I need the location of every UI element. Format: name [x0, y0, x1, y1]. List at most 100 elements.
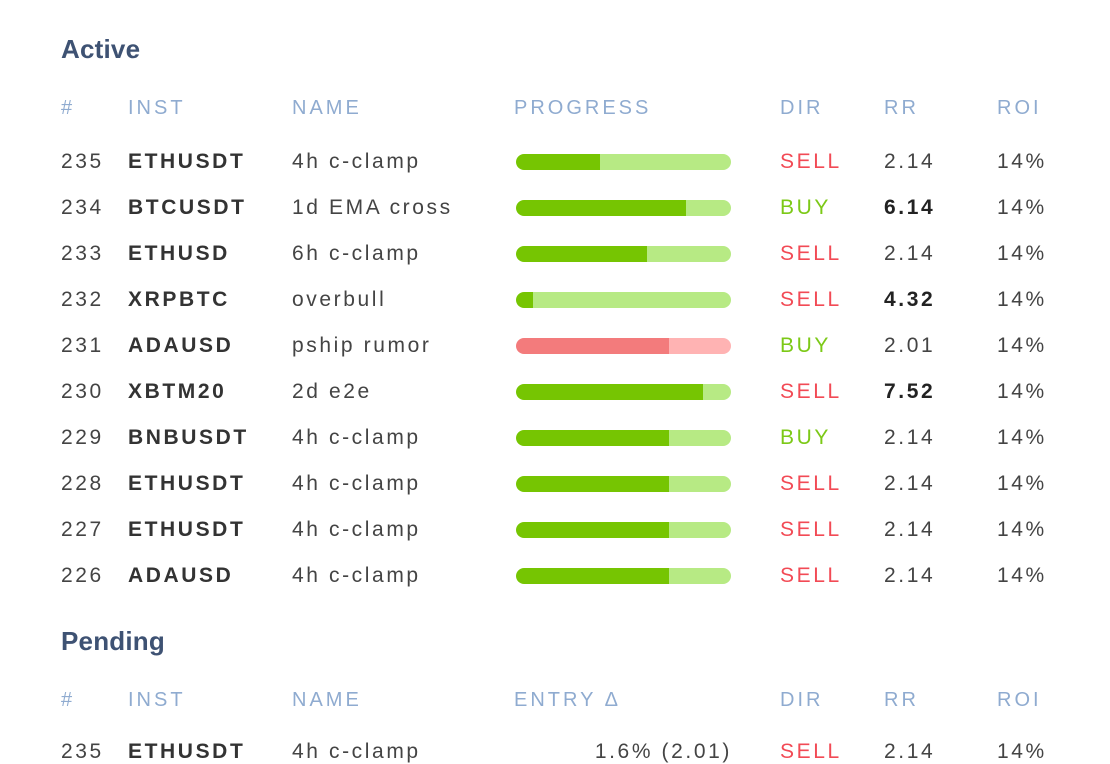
header-dir: DIR	[780, 689, 824, 711]
strategy-name: 4h c-clamp	[292, 740, 421, 763]
progress-bar	[516, 384, 731, 400]
risk-reward: 6.14	[884, 196, 936, 219]
risk-reward: 2.14	[884, 740, 936, 763]
strategy-name: 4h c-clamp	[292, 150, 421, 173]
instrument: BTCUSDT	[128, 196, 247, 219]
strategy-name: 4h c-clamp	[292, 564, 421, 587]
strategy-name: 4h c-clamp	[292, 518, 421, 541]
direction-buy: BUY	[780, 196, 831, 219]
progress-fill	[516, 200, 686, 216]
risk-reward: 2.01	[884, 334, 936, 357]
roi-value: 14%	[997, 740, 1047, 763]
header-num: #	[61, 689, 76, 711]
header-progress: PROGRESS	[514, 97, 652, 119]
table-row[interactable]: 235 ETHUSDT 4h c-clamp 1.6% (2.01) SELL 2.14 1…	[61, 740, 1061, 764]
roi-value: 14%	[997, 242, 1047, 265]
header-inst: INST	[128, 689, 186, 711]
progress-bar	[516, 292, 731, 308]
progress-fill	[516, 292, 534, 308]
progress-bar	[516, 568, 731, 584]
progress-bar	[516, 476, 731, 492]
row-number: 228	[61, 472, 104, 495]
header-roi: ROI	[997, 689, 1042, 711]
risk-reward: 4.32	[884, 288, 936, 311]
entry-delta: 1.6% (2.01)	[594, 740, 732, 763]
instrument: ETHUSDT	[128, 150, 246, 173]
row-number: 226	[61, 564, 104, 587]
row-number: 233	[61, 242, 104, 265]
progress-fill	[516, 522, 669, 538]
roi-value: 14%	[997, 150, 1047, 173]
row-number: 235	[61, 740, 104, 763]
header-entry-delta: ENTRY Δ	[514, 689, 621, 711]
risk-reward: 2.14	[884, 242, 936, 265]
strategy-name: pship rumor	[292, 334, 432, 357]
roi-value: 14%	[997, 518, 1047, 541]
header-rr: RR	[884, 689, 919, 711]
direction-sell: SELL	[780, 740, 842, 763]
header-name: NAME	[292, 689, 362, 711]
risk-reward: 2.14	[884, 564, 936, 587]
header-rr: RR	[884, 97, 919, 119]
progress-bar	[516, 200, 731, 216]
roi-value: 14%	[997, 334, 1047, 357]
direction-sell: SELL	[780, 288, 842, 311]
header-name: NAME	[292, 97, 362, 119]
pending-section-title: Pending	[61, 626, 165, 656]
progress-fill	[516, 154, 600, 170]
roi-value: 14%	[997, 564, 1047, 587]
header-dir: DIR	[780, 97, 824, 119]
roi-value: 14%	[997, 426, 1047, 449]
row-number: 235	[61, 150, 104, 173]
progress-bar	[516, 522, 731, 538]
progress-fill	[516, 430, 669, 446]
strategy-name: 6h c-clamp	[292, 242, 421, 265]
row-number: 231	[61, 334, 104, 357]
progress-fill	[516, 568, 669, 584]
strategy-name: overbull	[292, 288, 387, 311]
row-number: 230	[61, 380, 104, 403]
table-row[interactable]: 235 ETHUSDT 4h c-clamp SELL 2.14 14%	[61, 150, 1061, 174]
row-number: 229	[61, 426, 104, 449]
direction-sell: SELL	[780, 472, 842, 495]
roi-value: 14%	[997, 472, 1047, 495]
row-number: 234	[61, 196, 104, 219]
strategy-name: 1d EMA cross	[292, 196, 453, 219]
table-row[interactable]: 228 ETHUSDT 4h c-clamp SELL 2.14 14%	[61, 472, 1061, 496]
risk-reward: 7.52	[884, 380, 936, 403]
progress-bar	[516, 430, 731, 446]
active-section-title: Active	[61, 34, 141, 64]
progress-bar	[516, 154, 731, 170]
instrument: ADAUSD	[128, 334, 234, 357]
table-row[interactable]: 229 BNBUSDT 4h c-clamp BUY 2.14 14%	[61, 426, 1061, 450]
direction-sell: SELL	[780, 150, 842, 173]
roi-value: 14%	[997, 196, 1047, 219]
table-row[interactable]: 233 ETHUSD 6h c-clamp SELL 2.14 14%	[61, 242, 1061, 266]
table-row[interactable]: 226 ADAUSD 4h c-clamp SELL 2.14 14%	[61, 564, 1061, 588]
progress-bar	[516, 246, 731, 262]
table-row[interactable]: 232 XRPBTC overbull SELL 4.32 14%	[61, 288, 1061, 312]
risk-reward: 2.14	[884, 426, 936, 449]
direction-buy: BUY	[780, 334, 831, 357]
table-row[interactable]: 227 ETHUSDT 4h c-clamp SELL 2.14 14%	[61, 518, 1061, 542]
progress-fill	[516, 384, 704, 400]
instrument: ADAUSD	[128, 564, 234, 587]
table-row[interactable]: 231 ADAUSD pship rumor BUY 2.01 14%	[61, 334, 1061, 358]
direction-buy: BUY	[780, 426, 831, 449]
header-num: #	[61, 97, 76, 119]
header-roi: ROI	[997, 97, 1042, 119]
strategy-name: 4h c-clamp	[292, 426, 421, 449]
progress-fill	[516, 338, 669, 354]
table-row[interactable]: 234 BTCUSDT 1d EMA cross BUY 6.14 14%	[61, 196, 1061, 220]
instrument: ETHUSDT	[128, 740, 246, 763]
instrument: XBTM20	[128, 380, 227, 403]
risk-reward: 2.14	[884, 150, 936, 173]
progress-fill	[516, 246, 648, 262]
row-number: 232	[61, 288, 104, 311]
instrument: ETHUSD	[128, 242, 230, 265]
table-row[interactable]: 230 XBTM20 2d e2e SELL 7.52 14%	[61, 380, 1061, 404]
roi-value: 14%	[997, 380, 1047, 403]
progress-fill	[516, 476, 669, 492]
instrument: XRPBTC	[128, 288, 230, 311]
row-number: 227	[61, 518, 104, 541]
